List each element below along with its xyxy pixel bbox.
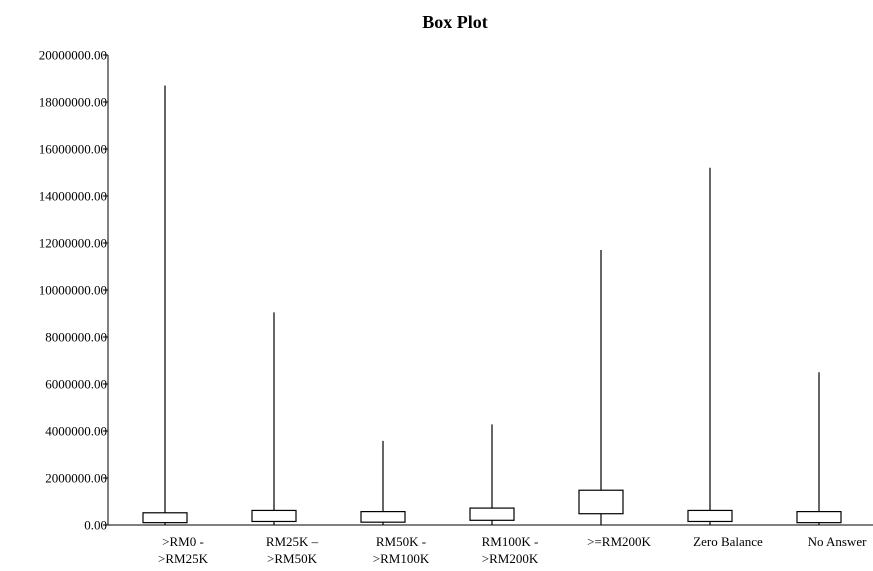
y-tick-label: 0.00: [84, 518, 107, 533]
iqr-box: [687, 509, 733, 523]
x-tick-label: RM25K – >RM50K: [266, 534, 319, 566]
box-7: [796, 372, 842, 525]
y-tick-label: 20000000.00: [39, 48, 107, 63]
x-tick-label: Zero Balance: [693, 534, 763, 549]
iqr-box: [578, 489, 624, 515]
y-tick-label: 4000000.00: [45, 424, 107, 439]
y-axis: 0.00 2000000.00 4000000.00 6000000.00 800000…: [39, 48, 109, 533]
y-tick-label: 12000000.00: [39, 236, 107, 251]
y-tick-label: 14000000.00: [39, 189, 107, 204]
x-axis: >RM0 ->RM25K RM25K – >RM50K RM50K ->RM100K R…: [108, 524, 873, 566]
x-tick-label: RM100K ->RM200K: [482, 534, 539, 566]
iqr-box: [360, 511, 406, 523]
iqr-box: [251, 509, 297, 523]
x-tick-label: No Answer: [808, 534, 868, 549]
x-tick-label: >RM0 ->RM25K: [158, 534, 209, 566]
box-2: [251, 312, 297, 525]
box-6: [687, 167, 733, 525]
boxes: [142, 85, 842, 525]
x-tick-label: >=RM200K: [587, 534, 651, 549]
y-tick-label: 6000000.00: [45, 377, 107, 392]
box-3: [360, 440, 406, 525]
box-4: [469, 424, 515, 525]
iqr-box: [142, 512, 188, 524]
y-tick-label: 2000000.00: [45, 471, 107, 486]
x-tick-label: RM50K ->RM100K: [373, 534, 430, 566]
y-tick-label: 18000000.00: [39, 95, 107, 110]
box-5: [578, 250, 624, 525]
y-tick-label: 10000000.00: [39, 283, 107, 298]
y-tick-label: 16000000.00: [39, 142, 107, 157]
y-tick-label: 8000000.00: [45, 330, 107, 345]
iqr-box: [796, 511, 842, 524]
chart-title: Box Plot: [422, 12, 488, 32]
box-1: [142, 85, 188, 525]
iqr-box: [469, 507, 515, 521]
